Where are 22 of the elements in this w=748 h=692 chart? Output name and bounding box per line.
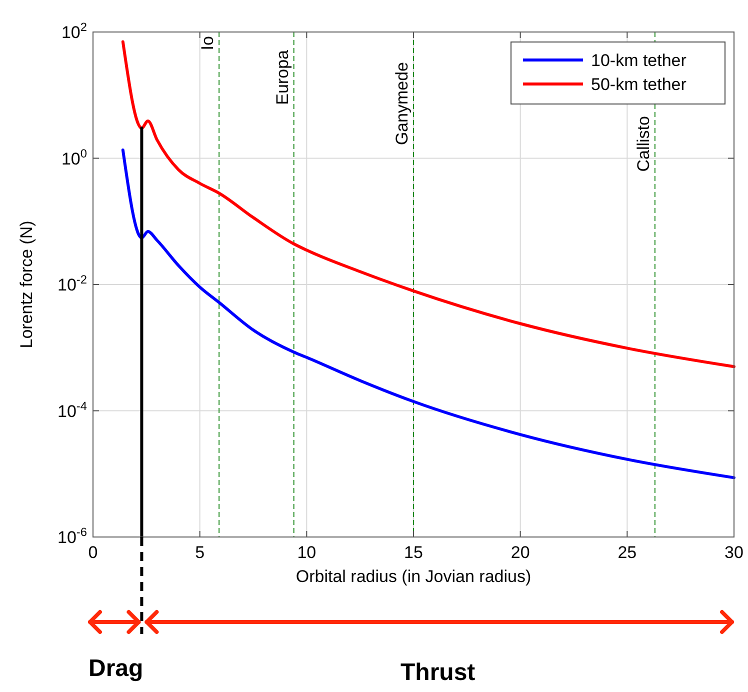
ref-line-label: Ganymede [392,62,412,146]
x-tick-label: 5 [195,543,205,562]
ref-line-label: Io [198,36,218,50]
x-axis-title: Orbital radius (in Jovian radius) [296,567,532,586]
x-tick-label: 10 [297,543,316,562]
y-axis-title: Lorentz force (N) [17,220,36,348]
text: Thrust [400,659,476,686]
x-tick-label: 25 [618,543,637,562]
ref-line-label: Callisto [634,116,653,172]
ref-line-label: Europa [272,49,292,105]
x-tick-label: 15 [404,543,423,562]
y-tick-label: 10$^{2}$ [61,20,88,42]
legend-label: 10-km tether [591,51,687,70]
y-tick-label: 10$^{-2}$ [58,272,88,294]
y-tick-label: 10$^{0}$ [61,146,88,168]
x-tick-label: 0 [88,543,98,562]
x-tick-label: 20 [510,543,530,562]
y-tick-label: 10$^{-6}$ [58,525,88,547]
legend-label: 50-km tether [591,75,687,94]
text: Drag [88,655,144,682]
x-tick-label: 30 [724,543,744,562]
y-tick-label: 10$^{-4}$ [58,398,88,421]
